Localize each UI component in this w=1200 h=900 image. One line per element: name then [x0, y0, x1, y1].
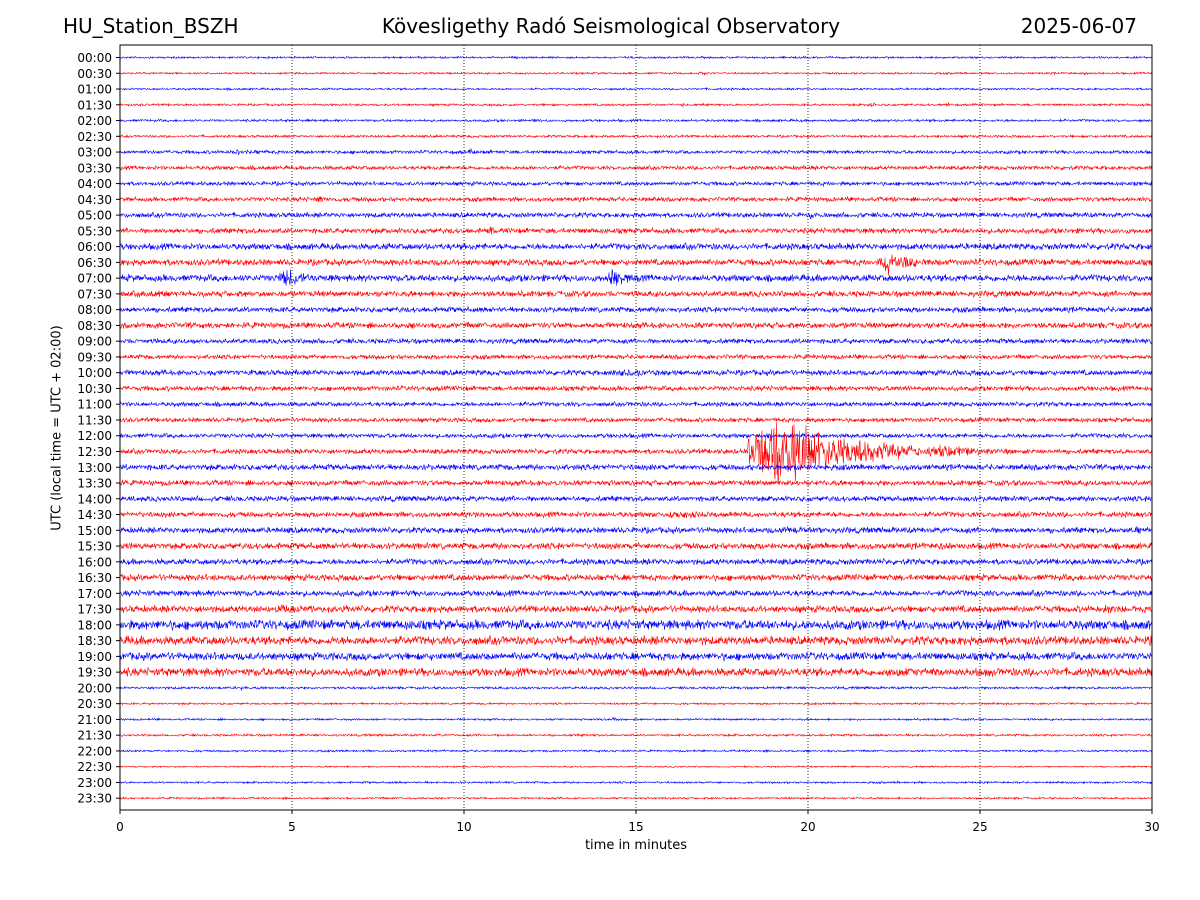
- trace-0100: [119, 86, 1153, 92]
- trace-1500: [119, 525, 1153, 535]
- trace-1300: [119, 463, 1153, 472]
- trace-2030: [119, 701, 1153, 706]
- grid-layer: [291, 45, 981, 810]
- y-tick-label: 17:30: [77, 603, 112, 617]
- y-tick-label: 14:30: [77, 508, 112, 522]
- y-tick-label: 07:00: [77, 272, 112, 286]
- trace-0700: [119, 269, 1153, 286]
- y-tick-label: 16:00: [77, 555, 112, 569]
- y-tick-label: 12:00: [77, 429, 112, 443]
- y-tick-label: 23:30: [77, 792, 112, 806]
- x-tick-label: 5: [288, 820, 296, 834]
- y-tick-label: 15:30: [77, 540, 112, 554]
- y-tick-label: 19:30: [77, 666, 112, 680]
- y-tick-label: 02:00: [77, 114, 112, 128]
- y-tick-label: 05:00: [77, 209, 112, 223]
- x-tick-label: 30: [1144, 820, 1159, 834]
- y-tick-label: 22:00: [77, 744, 112, 758]
- y-tick-label: 05:30: [77, 224, 112, 238]
- y-tick-label: 08:00: [77, 303, 112, 317]
- y-tick-label: 06:00: [77, 240, 112, 254]
- x-tick-label: 15: [628, 820, 643, 834]
- y-tick-label: 09:30: [77, 350, 112, 364]
- trace-1900: [119, 651, 1153, 662]
- y-tick-label: 00:00: [77, 51, 112, 65]
- trace-2230: [119, 765, 1153, 769]
- y-tick-label: 17:00: [77, 587, 112, 601]
- y-tick-label: 19:00: [77, 650, 112, 664]
- y-tick-label: 06:30: [77, 256, 112, 270]
- y-tick-label: 04:00: [77, 177, 112, 191]
- y-tick-label: 13:00: [77, 461, 112, 475]
- trace-1430: [119, 510, 1153, 519]
- y-tick-label: 20:30: [77, 697, 112, 711]
- y-tick-label: 21:00: [77, 713, 112, 727]
- y-tick-label: 11:00: [77, 398, 112, 412]
- x-tick-label: 0: [116, 820, 124, 834]
- trace-0930: [119, 353, 1153, 361]
- y-tick-label: 11:30: [77, 413, 112, 427]
- y-tick-label: 04:30: [77, 193, 112, 207]
- trace-1130: [119, 416, 1153, 424]
- y-axis-label: UTC (local time = UTC + 02:00): [49, 325, 65, 531]
- x-tick-label: 25: [972, 820, 987, 834]
- y-tick-label: 20:00: [77, 681, 112, 695]
- y-tick-label: 02:30: [77, 130, 112, 144]
- y-tick-label: 07:30: [77, 287, 112, 301]
- y-tick-label: 10:30: [77, 382, 112, 396]
- chart-title: Kövesligethy Radó Seismological Observat…: [381, 14, 841, 38]
- y-tick-label: 01:30: [77, 98, 112, 112]
- y-tick-label: 14:00: [77, 492, 112, 506]
- y-tick-label: 22:30: [77, 760, 112, 774]
- trace-0330: [119, 164, 1153, 172]
- y-tick-label: 16:30: [77, 571, 112, 585]
- plot-frame: [119, 44, 1153, 811]
- trace-0300: [119, 148, 1153, 156]
- trace-2100: [119, 716, 1153, 722]
- trace-0530: [119, 226, 1153, 236]
- y-tick-label: 01:00: [77, 83, 112, 97]
- y-tick-label: 12:30: [77, 445, 112, 459]
- y-tick-label: 18:30: [77, 634, 112, 648]
- trace-2300: [120, 780, 1153, 785]
- trace-1730: [119, 604, 1153, 614]
- trace-0400: [119, 180, 1153, 188]
- trace-1800: [119, 618, 1153, 631]
- x-tick-label: 20: [800, 820, 815, 834]
- y-tick-label: 21:30: [77, 729, 112, 743]
- y-tick-label: 00:30: [77, 67, 112, 81]
- y-tick-label: 08:30: [77, 319, 112, 333]
- y-tick-label: 03:30: [77, 161, 112, 175]
- y-tick-label: 03:00: [77, 146, 112, 160]
- chart-date: 2025-06-07: [1020, 14, 1137, 38]
- y-tick-label: 23:00: [77, 776, 112, 790]
- x-tick-label: 10: [456, 820, 471, 834]
- y-tick-label: 09:00: [77, 335, 112, 349]
- x-axis-label: time in minutes: [584, 838, 688, 853]
- trace-1630: [119, 573, 1153, 583]
- y-tick-label: 13:30: [77, 477, 112, 491]
- y-tick-label: 10:00: [77, 366, 112, 380]
- trace-1700: [119, 589, 1153, 598]
- x-tick-layer: 0 5 10 15 20 25 30: [116, 810, 1160, 834]
- y-tick-label: 18:00: [77, 618, 112, 632]
- trace-1830: [119, 634, 1153, 647]
- y-tick-label: 15:00: [77, 524, 112, 538]
- trace-0630: [119, 254, 1153, 276]
- station-name: HU_Station_BSZH: [63, 14, 239, 38]
